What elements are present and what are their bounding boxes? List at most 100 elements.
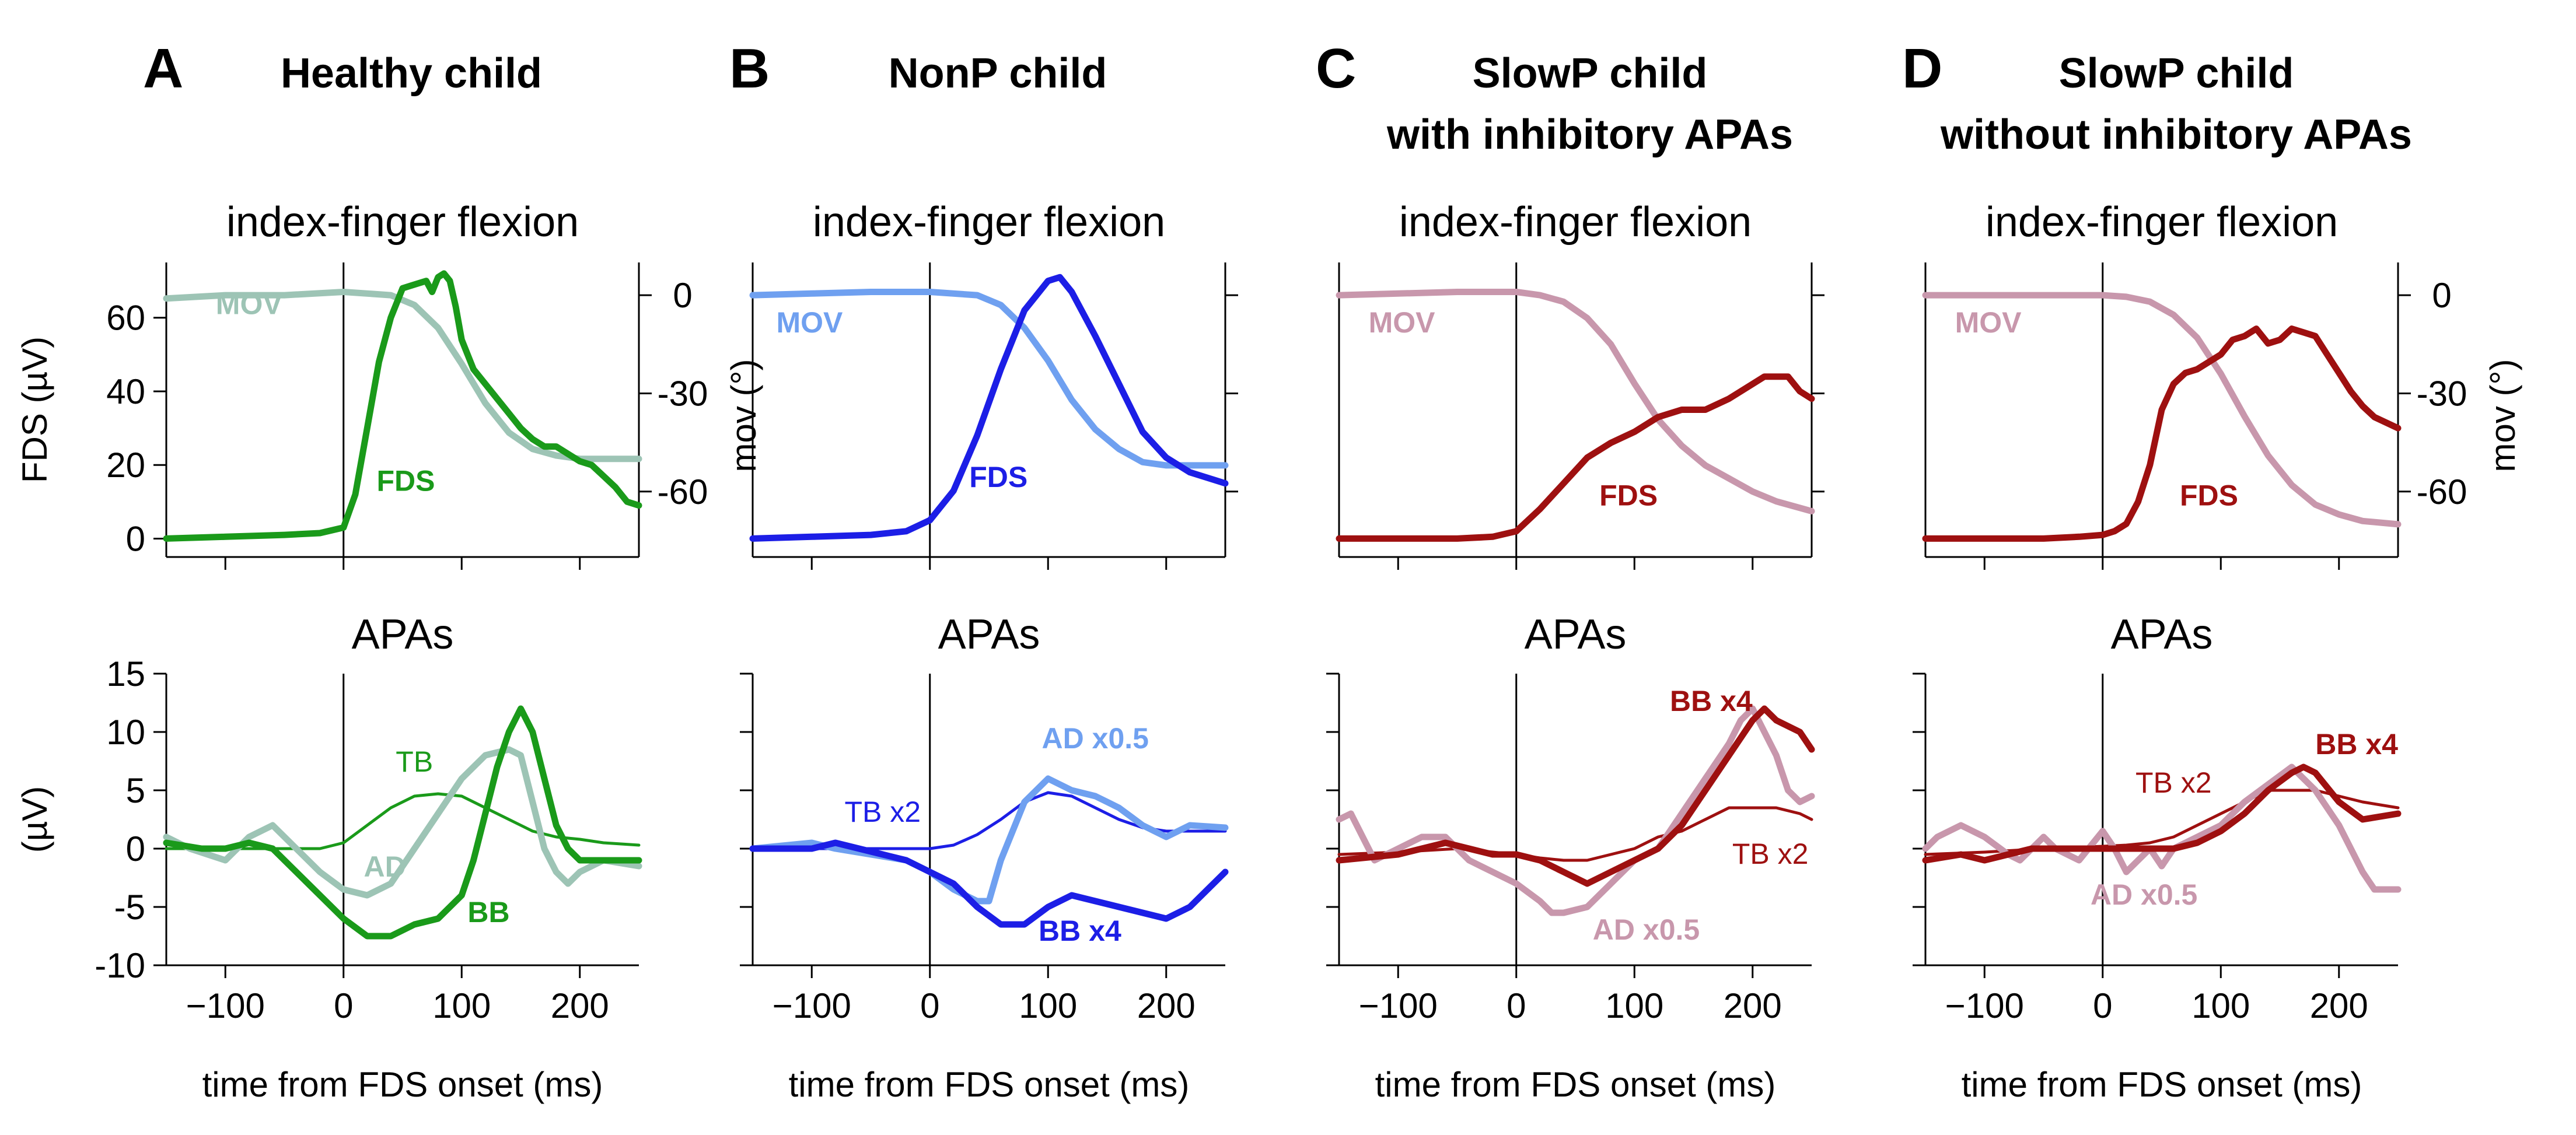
series-label: FDS bbox=[2180, 479, 2238, 512]
y-tick-label: 10 bbox=[106, 713, 145, 752]
series-label: FDS bbox=[969, 461, 1027, 493]
apa-series-ad-x0-5-line bbox=[1336, 705, 1815, 916]
y2-axis-label: mov (°) bbox=[2483, 359, 2522, 472]
x-tick-label: 100 bbox=[1019, 986, 1077, 1025]
apa-series-label: AD x0.5 bbox=[1593, 913, 1700, 946]
panel-letter: A bbox=[143, 37, 183, 100]
apa-series-label: TB bbox=[396, 745, 433, 778]
top-subplot-title: index-finger flexion bbox=[1399, 199, 1752, 246]
y2-axis-label: mov (°) bbox=[724, 359, 763, 472]
apa-series-ad-x0-5-line bbox=[1922, 763, 2402, 893]
y2-tick-label: -60 bbox=[658, 472, 708, 512]
panel-title-line: Healthy child bbox=[281, 50, 542, 97]
series-label: MOV bbox=[777, 306, 844, 339]
bottom-subplot: −100 0 100 200 time from FDS onset (ms) BB x4… bbox=[1326, 672, 1815, 1104]
series-mov-line bbox=[749, 289, 1229, 469]
bottom-subplot: -10 -5 0 5 10 15 (µV) −100 0 100 200 time from FDS … bbox=[15, 654, 642, 1104]
bottom-subplot-title: APAs bbox=[352, 611, 454, 658]
x-tick-label: −100 bbox=[773, 986, 851, 1025]
top-subplot: 0 -30 -60 mov (°) MOV FDS bbox=[1922, 262, 2522, 570]
series-mov-line bbox=[1922, 292, 2402, 528]
series-fds-line bbox=[1336, 373, 1815, 542]
y-tick-label: 0 bbox=[126, 519, 145, 558]
panel-d: D SlowP child without inhibitory APAs index… bbox=[1902, 37, 2522, 1104]
x-tick-label: 100 bbox=[432, 986, 491, 1025]
y2-tick-label: -60 bbox=[2417, 472, 2467, 512]
x-axis-label: time from FDS onset (ms) bbox=[1962, 1065, 2362, 1104]
bottom-subplot-title: APAs bbox=[938, 611, 1040, 658]
top-subplot-title: index-finger flexion bbox=[1986, 199, 2338, 246]
apa-series-ad-line bbox=[163, 746, 642, 899]
top-subplot-title: index-finger flexion bbox=[813, 199, 1165, 246]
apa-series-label: AD bbox=[364, 850, 406, 883]
x-tick-label: 200 bbox=[2310, 986, 2368, 1025]
apa-series-label: TB x2 bbox=[2135, 766, 2212, 799]
panel-title-line: without inhibitory APAs bbox=[1940, 111, 2412, 158]
series-label: FDS bbox=[1599, 479, 1658, 512]
panel-letter: D bbox=[1902, 37, 1942, 100]
x-tick-label: 0 bbox=[920, 986, 939, 1025]
y-tick-label: -5 bbox=[114, 888, 145, 927]
apa-series-ad-x0-5-line bbox=[749, 775, 1229, 905]
x-tick-label: 100 bbox=[1605, 986, 1663, 1025]
x-tick-label: −100 bbox=[1945, 986, 2024, 1025]
apa-series-tb-x2-line bbox=[751, 791, 1227, 850]
series-label: MOV bbox=[216, 288, 283, 320]
panel-b: B NonP child index-finger flexion APAs MOV FD… bbox=[729, 37, 1238, 1104]
series-fds-line bbox=[749, 274, 1229, 542]
x-tick-label: 200 bbox=[1137, 986, 1196, 1025]
apa-series-label: BB x4 bbox=[1039, 915, 1121, 947]
series-label: MOV bbox=[1955, 306, 2022, 339]
apa-series-bb-x4-line bbox=[1922, 763, 2402, 864]
apa-series-label: TB x2 bbox=[1732, 838, 1809, 870]
y-tick-label: 0 bbox=[126, 829, 145, 868]
x-tick-label: 0 bbox=[1507, 986, 1526, 1025]
apa-series-label: TB x2 bbox=[844, 796, 921, 828]
apa-series-bb-line bbox=[163, 705, 642, 940]
x-tick-label: −100 bbox=[186, 986, 265, 1025]
y2-tick-label: 0 bbox=[2432, 276, 2451, 315]
y-tick-label: 40 bbox=[106, 372, 145, 411]
y-tick-label: 20 bbox=[106, 446, 145, 485]
panel-title-line: NonP child bbox=[889, 50, 1107, 97]
series-mov-line bbox=[1336, 289, 1815, 514]
top-subplot: 0 20 40 60 FDS (µV) 0 -30 -60 mov (°) MOV FDS bbox=[15, 262, 763, 570]
x-tick-label: 0 bbox=[2093, 986, 2112, 1025]
y2-tick-label: -30 bbox=[658, 374, 708, 413]
y2-tick-label: 0 bbox=[673, 276, 692, 315]
panel-letter: B bbox=[729, 37, 770, 100]
y-tick-label: 60 bbox=[106, 299, 145, 338]
apa-series-bb-x4-line bbox=[749, 839, 1229, 928]
panel-letter: C bbox=[1316, 37, 1356, 100]
apa-series-bb-x4-line bbox=[1336, 705, 1815, 887]
apa-series-tb-line bbox=[165, 792, 641, 850]
y-tick-label: 5 bbox=[126, 771, 145, 810]
apa-series-label: AD x0.5 bbox=[1042, 722, 1149, 755]
x-tick-label: −100 bbox=[1359, 986, 1438, 1025]
series-fds-line bbox=[163, 270, 642, 542]
y2-tick-label: -30 bbox=[2417, 374, 2467, 413]
series-label: FDS bbox=[376, 464, 435, 497]
series-fds-line bbox=[1922, 325, 2402, 542]
x-tick-label: 0 bbox=[334, 986, 353, 1025]
top-subplot: MOV FDS bbox=[749, 262, 1238, 570]
panel-title-line: with inhibitory APAs bbox=[1386, 111, 1793, 158]
series-label: MOV bbox=[1369, 306, 1436, 339]
top-subplot: MOV FDS bbox=[1336, 262, 1824, 570]
y-axis-label: FDS (µV) bbox=[15, 337, 54, 483]
panel-a: A Healthy child index-finger flexion APAs 0 2… bbox=[15, 37, 763, 1104]
bottom-subplot: −100 0 100 200 time from FDS onset (ms) TB x2… bbox=[740, 672, 1229, 1104]
x-axis-label: time from FDS onset (ms) bbox=[202, 1065, 603, 1104]
y-tick-label: 15 bbox=[106, 654, 145, 693]
x-tick-label: 200 bbox=[1724, 986, 1782, 1025]
bottom-subplot-title: APAs bbox=[2111, 611, 2213, 658]
y-tick-label: -10 bbox=[95, 946, 145, 985]
top-subplot-title: index-finger flexion bbox=[226, 199, 579, 246]
panel-c: C SlowP child with inhibitory APAs index-fi… bbox=[1316, 37, 1824, 1104]
apa-series-label: AD x0.5 bbox=[2091, 878, 2197, 911]
x-axis-label: time from FDS onset (ms) bbox=[1375, 1065, 1776, 1104]
panel-title-line: SlowP child bbox=[1473, 50, 1708, 97]
x-tick-label: 100 bbox=[2191, 986, 2250, 1025]
bottom-subplot: −100 0 100 200 time from FDS onset (ms) BB x4… bbox=[1913, 672, 2402, 1104]
